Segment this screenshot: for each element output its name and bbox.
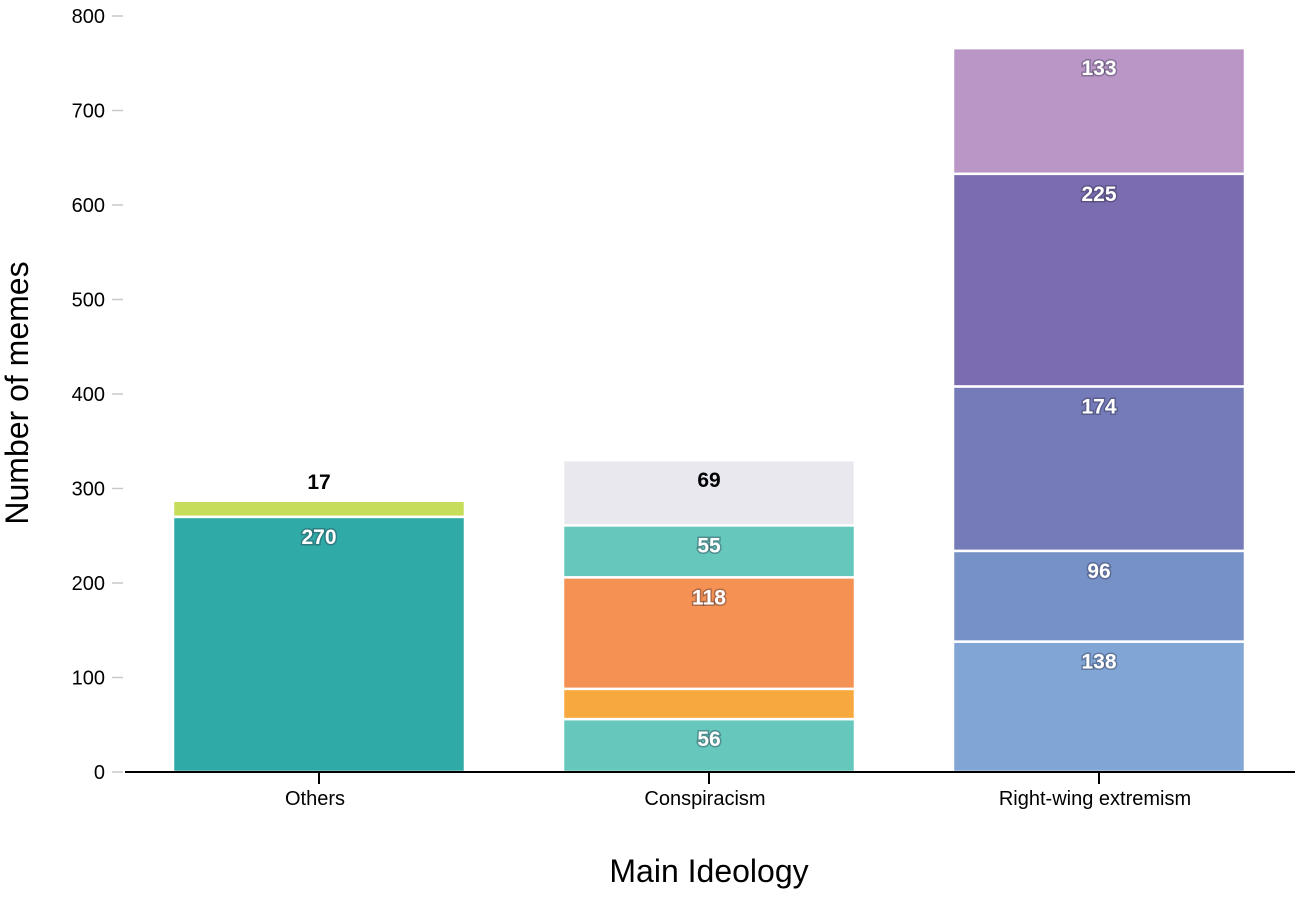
bar-segment-label: 133 bbox=[1081, 57, 1116, 80]
bars-group bbox=[171, 46, 1247, 774]
y-tick-label: 400 bbox=[72, 384, 105, 406]
y-tick-label: 800 bbox=[72, 6, 105, 28]
bar-segment-label: 174 bbox=[1081, 395, 1116, 418]
bar-segment-label: 118 bbox=[692, 586, 726, 609]
bar-segment bbox=[561, 458, 857, 527]
bar-segment-label: 270 bbox=[301, 526, 336, 549]
bar-segment-label: 225 bbox=[1081, 183, 1116, 206]
y-axis-ticks: 0 100 200 300 400 500 600 700 800 bbox=[72, 6, 123, 784]
bar-segment bbox=[951, 172, 1247, 388]
bar-segment-label: 55 bbox=[697, 534, 721, 557]
bar-segment bbox=[171, 499, 467, 519]
y-tick-label: 0 bbox=[94, 762, 105, 784]
bar-segment-label: 56 bbox=[697, 728, 720, 751]
bar-segment bbox=[561, 687, 857, 721]
x-axis-title: Main Ideology bbox=[609, 853, 808, 889]
segment-labels-group: 270 17 56 118 55 69 138 96 174 225 133 bbox=[300, 56, 1118, 753]
y-tick-label: 500 bbox=[72, 290, 105, 312]
bar-segment bbox=[171, 515, 467, 774]
x-category-label: Others bbox=[285, 788, 345, 810]
bar-segment bbox=[951, 640, 1247, 774]
x-axis-ticks: Others Conspiracism Right-wing extremism bbox=[285, 772, 1191, 810]
bar-segment bbox=[951, 549, 1247, 643]
y-tick-label: 200 bbox=[72, 573, 105, 595]
y-tick-label: 700 bbox=[72, 101, 105, 123]
bar-segment-label: 17 bbox=[307, 471, 330, 494]
bar-segment-label: 96 bbox=[1087, 560, 1110, 583]
bar-segment bbox=[951, 46, 1247, 176]
y-axis-title: Number of memes bbox=[0, 261, 35, 524]
bar-segment-label: 138 bbox=[1081, 651, 1116, 674]
bar-segment-label: 69 bbox=[697, 469, 720, 492]
x-category-label: Right-wing extremism bbox=[999, 788, 1191, 810]
x-category-label: Conspiracism bbox=[644, 788, 765, 810]
y-tick-label: 600 bbox=[72, 195, 105, 217]
y-tick-label: 300 bbox=[72, 479, 105, 501]
y-tick-label: 100 bbox=[72, 668, 105, 690]
bar-segment bbox=[561, 524, 857, 579]
